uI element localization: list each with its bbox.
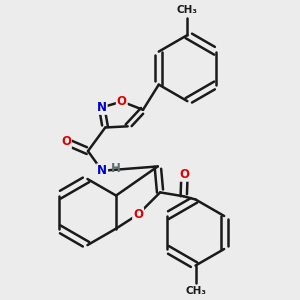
Text: H: H xyxy=(111,162,121,175)
Text: N: N xyxy=(97,164,107,177)
Text: O: O xyxy=(61,135,71,148)
Text: N: N xyxy=(97,101,107,114)
Text: O: O xyxy=(133,208,143,221)
Text: O: O xyxy=(179,168,190,181)
Text: O: O xyxy=(117,95,127,108)
Text: CH₃: CH₃ xyxy=(177,4,198,15)
Text: CH₃: CH₃ xyxy=(185,286,206,296)
